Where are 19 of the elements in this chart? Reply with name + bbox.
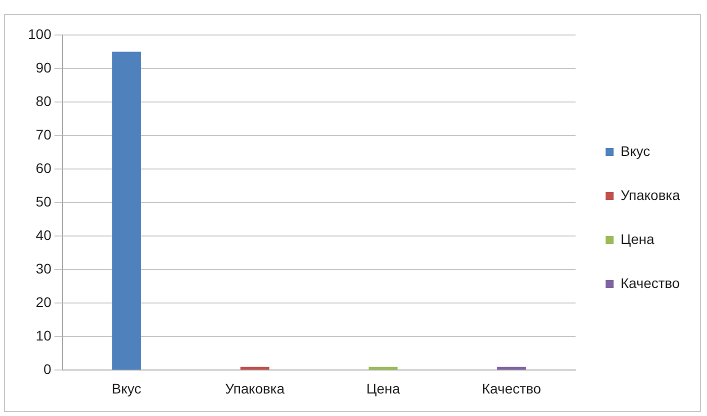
y-tick-label: 0 — [44, 361, 52, 378]
x-tick-label: Цена — [366, 380, 400, 396]
legend-label: Цена — [620, 230, 655, 247]
y-tick-label: 70 — [36, 126, 52, 142]
y-tick-label: 20 — [36, 294, 52, 310]
y-tick-label: 100 — [28, 26, 52, 42]
x-tick-label: Упаковка — [225, 380, 285, 396]
y-tick-label: 90 — [36, 59, 52, 76]
y-tick-label: 40 — [36, 226, 52, 243]
y-tick-label: 10 — [36, 328, 52, 344]
legend-label: Упаковка — [620, 186, 680, 203]
x-tick-label: Качество — [482, 380, 542, 396]
x-tick-label: Вкус — [112, 380, 142, 396]
legend-label: Качество — [620, 274, 680, 291]
y-tick-label: 30 — [36, 260, 52, 276]
y-tick-label: 60 — [36, 160, 52, 176]
legend-label: Вкус — [620, 142, 650, 159]
y-tick-label: 50 — [36, 193, 52, 210]
y-tick-label: 80 — [36, 92, 52, 109]
